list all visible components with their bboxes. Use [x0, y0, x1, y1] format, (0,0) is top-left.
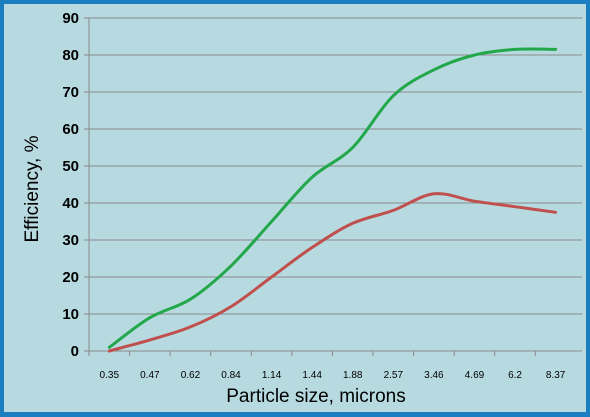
x-tick-label: 1.44 — [302, 370, 322, 381]
series-line-2 — [107, 192, 558, 353]
y-tick-label: 30 — [62, 232, 79, 249]
x-tick-label: 0.47 — [140, 370, 160, 381]
y-tick-label: 40 — [62, 195, 79, 212]
x-tick-label: 0.84 — [221, 370, 241, 381]
y-tick-label: 80 — [62, 47, 79, 64]
chart-frame: 0 10 20 30 40 50 60 70 80 90 0.35 0.47 0.62 0.84 1.14… — [4, 4, 586, 412]
series-line-1 — [107, 47, 558, 349]
x-tick-label: 6.2 — [508, 370, 522, 381]
y-tick-label: 90 — [62, 10, 79, 27]
y-tick-labels: 0 10 20 30 40 50 60 70 80 90 — [62, 10, 79, 360]
x-tick-label: 0.62 — [181, 370, 201, 381]
y-tick-label: 0 — [71, 343, 79, 360]
y-tick-label: 60 — [62, 121, 79, 138]
x-tick-label: 1.88 — [343, 370, 363, 381]
axes — [88, 18, 582, 352]
efficiency-chart: 0 10 20 30 40 50 60 70 80 90 0.35 0.47 0.62 0.84 1.14… — [22, 10, 582, 407]
grid-lines — [84, 17, 582, 352]
x-tick-label: 2.57 — [384, 370, 404, 381]
x-tick-label: 0.35 — [100, 370, 120, 381]
x-tick-label: 3.46 — [424, 370, 444, 381]
x-axis-title: Particle size, microns — [226, 386, 406, 407]
x-tick-labels: 0.35 0.47 0.62 0.84 1.14 1.44 1.88 2.57 3.46 4.69… — [88, 351, 566, 381]
y-axis-title: Efficiency, % — [22, 135, 43, 242]
x-tick-label: 4.69 — [465, 370, 485, 381]
y-tick-label: 10 — [62, 306, 79, 323]
series-lines — [107, 47, 558, 353]
x-tick-label: 8.37 — [546, 370, 566, 381]
y-tick-label: 50 — [62, 158, 79, 175]
y-tick-label: 20 — [62, 269, 79, 286]
y-tick-label: 70 — [62, 84, 79, 101]
x-tick-label: 1.14 — [262, 370, 282, 381]
